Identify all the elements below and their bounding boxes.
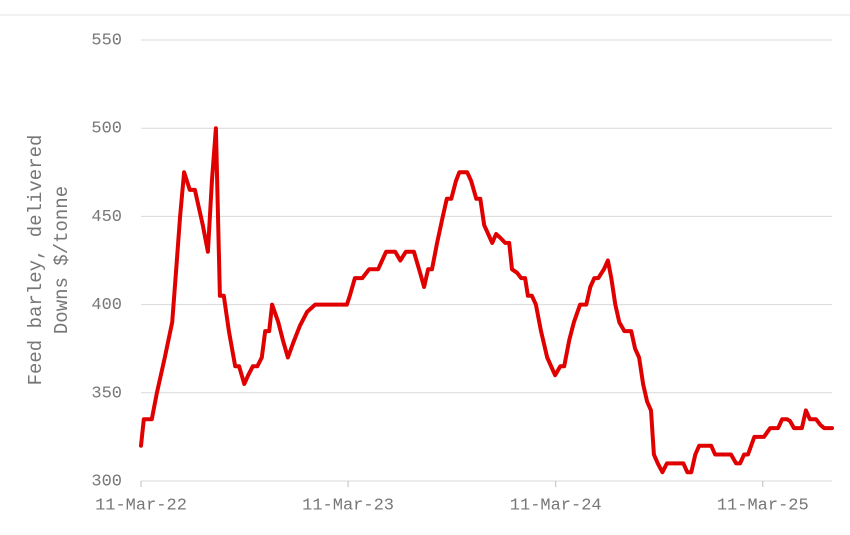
price-line xyxy=(139,126,834,475)
x-tick-label: 11-Mar-22 xyxy=(95,496,187,515)
y-axis-title: Downs $/tonne xyxy=(51,186,73,334)
y-tick-label: 500 xyxy=(91,120,122,139)
y-tick-label: 350 xyxy=(91,384,122,403)
y-tick-label: 400 xyxy=(91,296,122,315)
y-axis-title: Feed barley, delivered xyxy=(25,135,47,386)
y-tick-label: 450 xyxy=(91,208,122,227)
x-tick-label: 11-Mar-23 xyxy=(302,496,394,515)
x-tick-label: 11-Mar-25 xyxy=(717,496,809,515)
y-tick-label: 550 xyxy=(91,31,122,50)
y-tick-label: 300 xyxy=(91,472,122,491)
x-tick-label: 11-Mar-24 xyxy=(510,496,602,515)
